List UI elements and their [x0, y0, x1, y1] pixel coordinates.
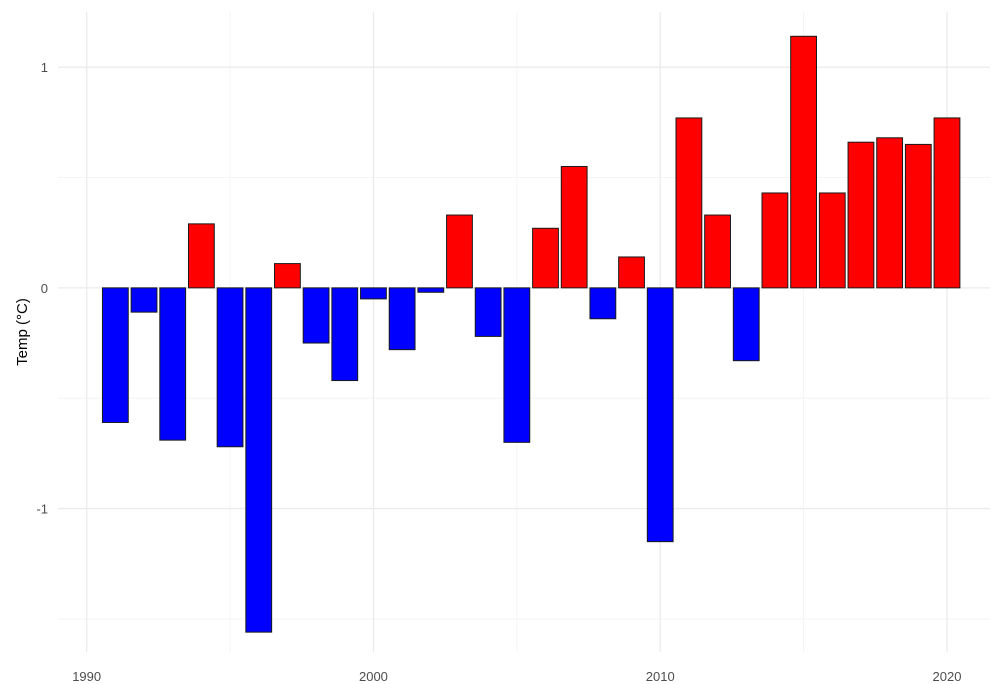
bar-1997: [274, 263, 301, 289]
bar-2007: [560, 165, 588, 289]
bar-2008: [589, 287, 617, 320]
bar-1993: [159, 287, 187, 441]
bar-2005: [503, 287, 531, 443]
bar-2012: [704, 214, 731, 289]
bar-2020: [933, 117, 961, 289]
bar-1994: [187, 223, 215, 289]
x-tick-label: 2020: [933, 669, 962, 684]
bar-1991: [101, 287, 129, 423]
bar-2013: [732, 287, 760, 362]
bar-2018: [876, 137, 904, 289]
bar-2017: [847, 141, 875, 289]
y-tick-label: -1: [36, 502, 48, 517]
bar-2001: [388, 287, 416, 351]
x-tick-label: 2000: [359, 669, 388, 684]
bar-1996: [245, 287, 273, 633]
bar-2014: [761, 192, 789, 289]
bar-2011: [675, 117, 703, 289]
bar-2002: [417, 287, 445, 293]
x-tick-label: 1990: [72, 669, 101, 684]
bar-2003: [446, 214, 473, 289]
bar-2000: [360, 287, 387, 300]
bar-2019: [904, 143, 932, 289]
y-tick-label: 1: [41, 60, 48, 75]
bar-1999: [331, 287, 359, 382]
bar-1998: [302, 287, 330, 344]
bar-2015: [790, 35, 818, 289]
bars: [101, 35, 961, 633]
bar-2016: [818, 192, 846, 289]
bar-2010: [646, 287, 674, 543]
x-tick-label: 2010: [646, 669, 675, 684]
y-axis-title: Temp (°C): [14, 298, 31, 366]
tick-labels: 1990 2000 2010 2020 -1 0 1: [36, 60, 961, 684]
bar-2009: [618, 256, 645, 289]
bar-1995: [216, 287, 244, 448]
y-tick-label: 0: [41, 281, 48, 296]
bar-1992: [130, 287, 158, 313]
bar-2004: [474, 287, 502, 337]
bar-2006: [532, 227, 559, 289]
